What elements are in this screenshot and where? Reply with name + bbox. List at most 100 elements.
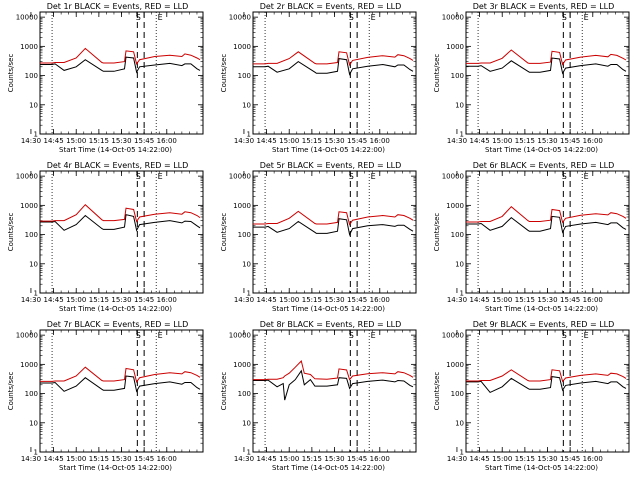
plot-frame xyxy=(465,170,630,294)
detector-panel-3: Det 3r BLACK = Events, RED = LLD 1 10 100 10… xyxy=(433,2,630,154)
x-tick-label: 15:15 xyxy=(302,137,322,145)
y-tick-label: 10 xyxy=(242,419,251,427)
series-line-lld xyxy=(40,366,201,384)
y-axis-label: Counts/sec xyxy=(7,213,15,252)
x-tick-label: 14:30 xyxy=(447,137,467,145)
x-tick-label: 16:00 xyxy=(583,455,603,463)
y-tick-label: 1000 xyxy=(446,361,464,369)
y-tick-label: 100 xyxy=(25,72,38,80)
x-tick-label: 14:45 xyxy=(43,296,63,304)
y-tick-label: 10000 xyxy=(442,332,464,340)
y-tick-label: 1 xyxy=(247,449,251,457)
x-tick-label: 14:45 xyxy=(43,455,63,463)
x-tick-label: 15:15 xyxy=(89,137,109,145)
y-tick-label: 1 xyxy=(34,290,38,298)
x-tick-label: 15:30 xyxy=(537,455,557,463)
series-line-events xyxy=(466,215,627,234)
y-tick-label: 1 xyxy=(34,449,38,457)
y-tick-label: 1000 xyxy=(20,361,38,369)
y-tick-label: 1000 xyxy=(446,43,464,51)
series-line-events xyxy=(253,58,414,76)
start-marker-label: S xyxy=(562,13,567,22)
series-line-lld xyxy=(40,203,201,223)
y-tick-label: 10000 xyxy=(229,14,251,22)
x-tick-label: 16:00 xyxy=(583,137,603,145)
x-tick-label: 15:15 xyxy=(89,455,109,463)
detector-panel-2: Det 2r BLACK = Events, RED = LLD 1 10 100 10… xyxy=(220,2,417,154)
x-tick-label: 15:00 xyxy=(492,455,512,463)
y-tick-label: 1000 xyxy=(233,43,251,51)
x-tick-label: 16:00 xyxy=(157,137,177,145)
x-tick-label: 15:15 xyxy=(515,137,535,145)
detector-panel-6: Det 6r BLACK = Events, RED = LLD 1 10 100 10… xyxy=(433,161,630,313)
y-tick-label: 1 xyxy=(460,131,464,139)
x-tick-label: 14:30 xyxy=(234,455,254,463)
series-line-events xyxy=(253,369,414,401)
series-line-events xyxy=(466,57,627,75)
x-tick-label: 14:30 xyxy=(21,137,41,145)
y-tick-label: 10000 xyxy=(16,173,38,181)
x-axis-label: Start Time (14-Oct-05 14:22:00) xyxy=(272,464,385,472)
plot-frame xyxy=(39,170,204,294)
panel-title: Det 3r BLACK = Events, RED = LLD xyxy=(473,2,615,11)
plot-frame xyxy=(252,329,417,453)
y-axis-label: Counts/sec xyxy=(220,213,228,252)
panel-title: Det 9r BLACK = Events, RED = LLD xyxy=(473,320,615,329)
detector-panel-7: Det 7r BLACK = Events, RED = LLD 1 10 100 10… xyxy=(7,320,204,472)
x-tick-label: 15:15 xyxy=(89,296,109,304)
x-tick-label: 15:30 xyxy=(537,137,557,145)
x-tick-label: 15:30 xyxy=(324,296,344,304)
start-marker-label: S xyxy=(562,331,567,340)
x-tick-label: 15:00 xyxy=(279,455,299,463)
x-tick-label: 15:30 xyxy=(537,296,557,304)
y-tick-label: 100 xyxy=(238,390,251,398)
x-tick-label: 14:45 xyxy=(256,296,276,304)
series-line-lld xyxy=(40,47,201,66)
x-tick-label: 14:45 xyxy=(256,455,276,463)
y-tick-label: 1 xyxy=(460,290,464,298)
plot-frame xyxy=(252,11,417,135)
y-tick-label: 1 xyxy=(247,131,251,139)
x-tick-label: 15:00 xyxy=(279,296,299,304)
x-tick-label: 14:45 xyxy=(256,137,276,145)
x-tick-label: 15:45 xyxy=(560,455,580,463)
x-tick-label: 16:00 xyxy=(157,296,177,304)
x-tick-label: 15:30 xyxy=(324,137,344,145)
x-tick-label: 15:45 xyxy=(347,137,367,145)
x-axis-label: Start Time (14-Oct-05 14:22:00) xyxy=(272,305,385,313)
end-marker-label: E xyxy=(371,331,376,340)
x-tick-label: 16:00 xyxy=(370,296,390,304)
x-tick-label: 16:00 xyxy=(370,137,390,145)
series-line-events xyxy=(40,214,201,232)
y-tick-label: 10000 xyxy=(442,14,464,22)
x-tick-label: 14:30 xyxy=(21,455,41,463)
start-marker-label: S xyxy=(136,13,141,22)
x-tick-label: 14:45 xyxy=(469,296,489,304)
y-tick-label: 10 xyxy=(242,260,251,268)
y-tick-label: 10 xyxy=(455,260,464,268)
detector-panel-1: Det 1r BLACK = Events, RED = LLD 1 10 100 10… xyxy=(7,2,204,154)
y-tick-label: 10000 xyxy=(229,332,251,340)
x-tick-label: 15:30 xyxy=(111,137,131,145)
y-tick-label: 10000 xyxy=(442,173,464,181)
y-tick-label: 100 xyxy=(451,231,464,239)
y-axis-label: Counts/sec xyxy=(433,372,441,411)
x-axis-label: Start Time (14-Oct-05 14:22:00) xyxy=(59,146,172,154)
end-marker-label: E xyxy=(371,172,376,181)
x-tick-label: 15:00 xyxy=(492,296,512,304)
y-tick-label: 100 xyxy=(451,72,464,80)
x-tick-label: 15:45 xyxy=(134,137,154,145)
series-line-lld xyxy=(253,210,414,226)
panel-title: Det 6r BLACK = Events, RED = LLD xyxy=(473,161,615,170)
x-tick-label: 15:00 xyxy=(279,137,299,145)
y-tick-label: 1000 xyxy=(233,361,251,369)
x-axis-label: Start Time (14-Oct-05 14:22:00) xyxy=(59,305,172,313)
plot-frame xyxy=(39,11,204,135)
series-line-events xyxy=(40,56,201,74)
x-tick-label: 15:45 xyxy=(134,296,154,304)
end-marker-label: E xyxy=(158,172,163,181)
series-line-lld xyxy=(466,49,627,66)
x-tick-label: 15:45 xyxy=(347,455,367,463)
